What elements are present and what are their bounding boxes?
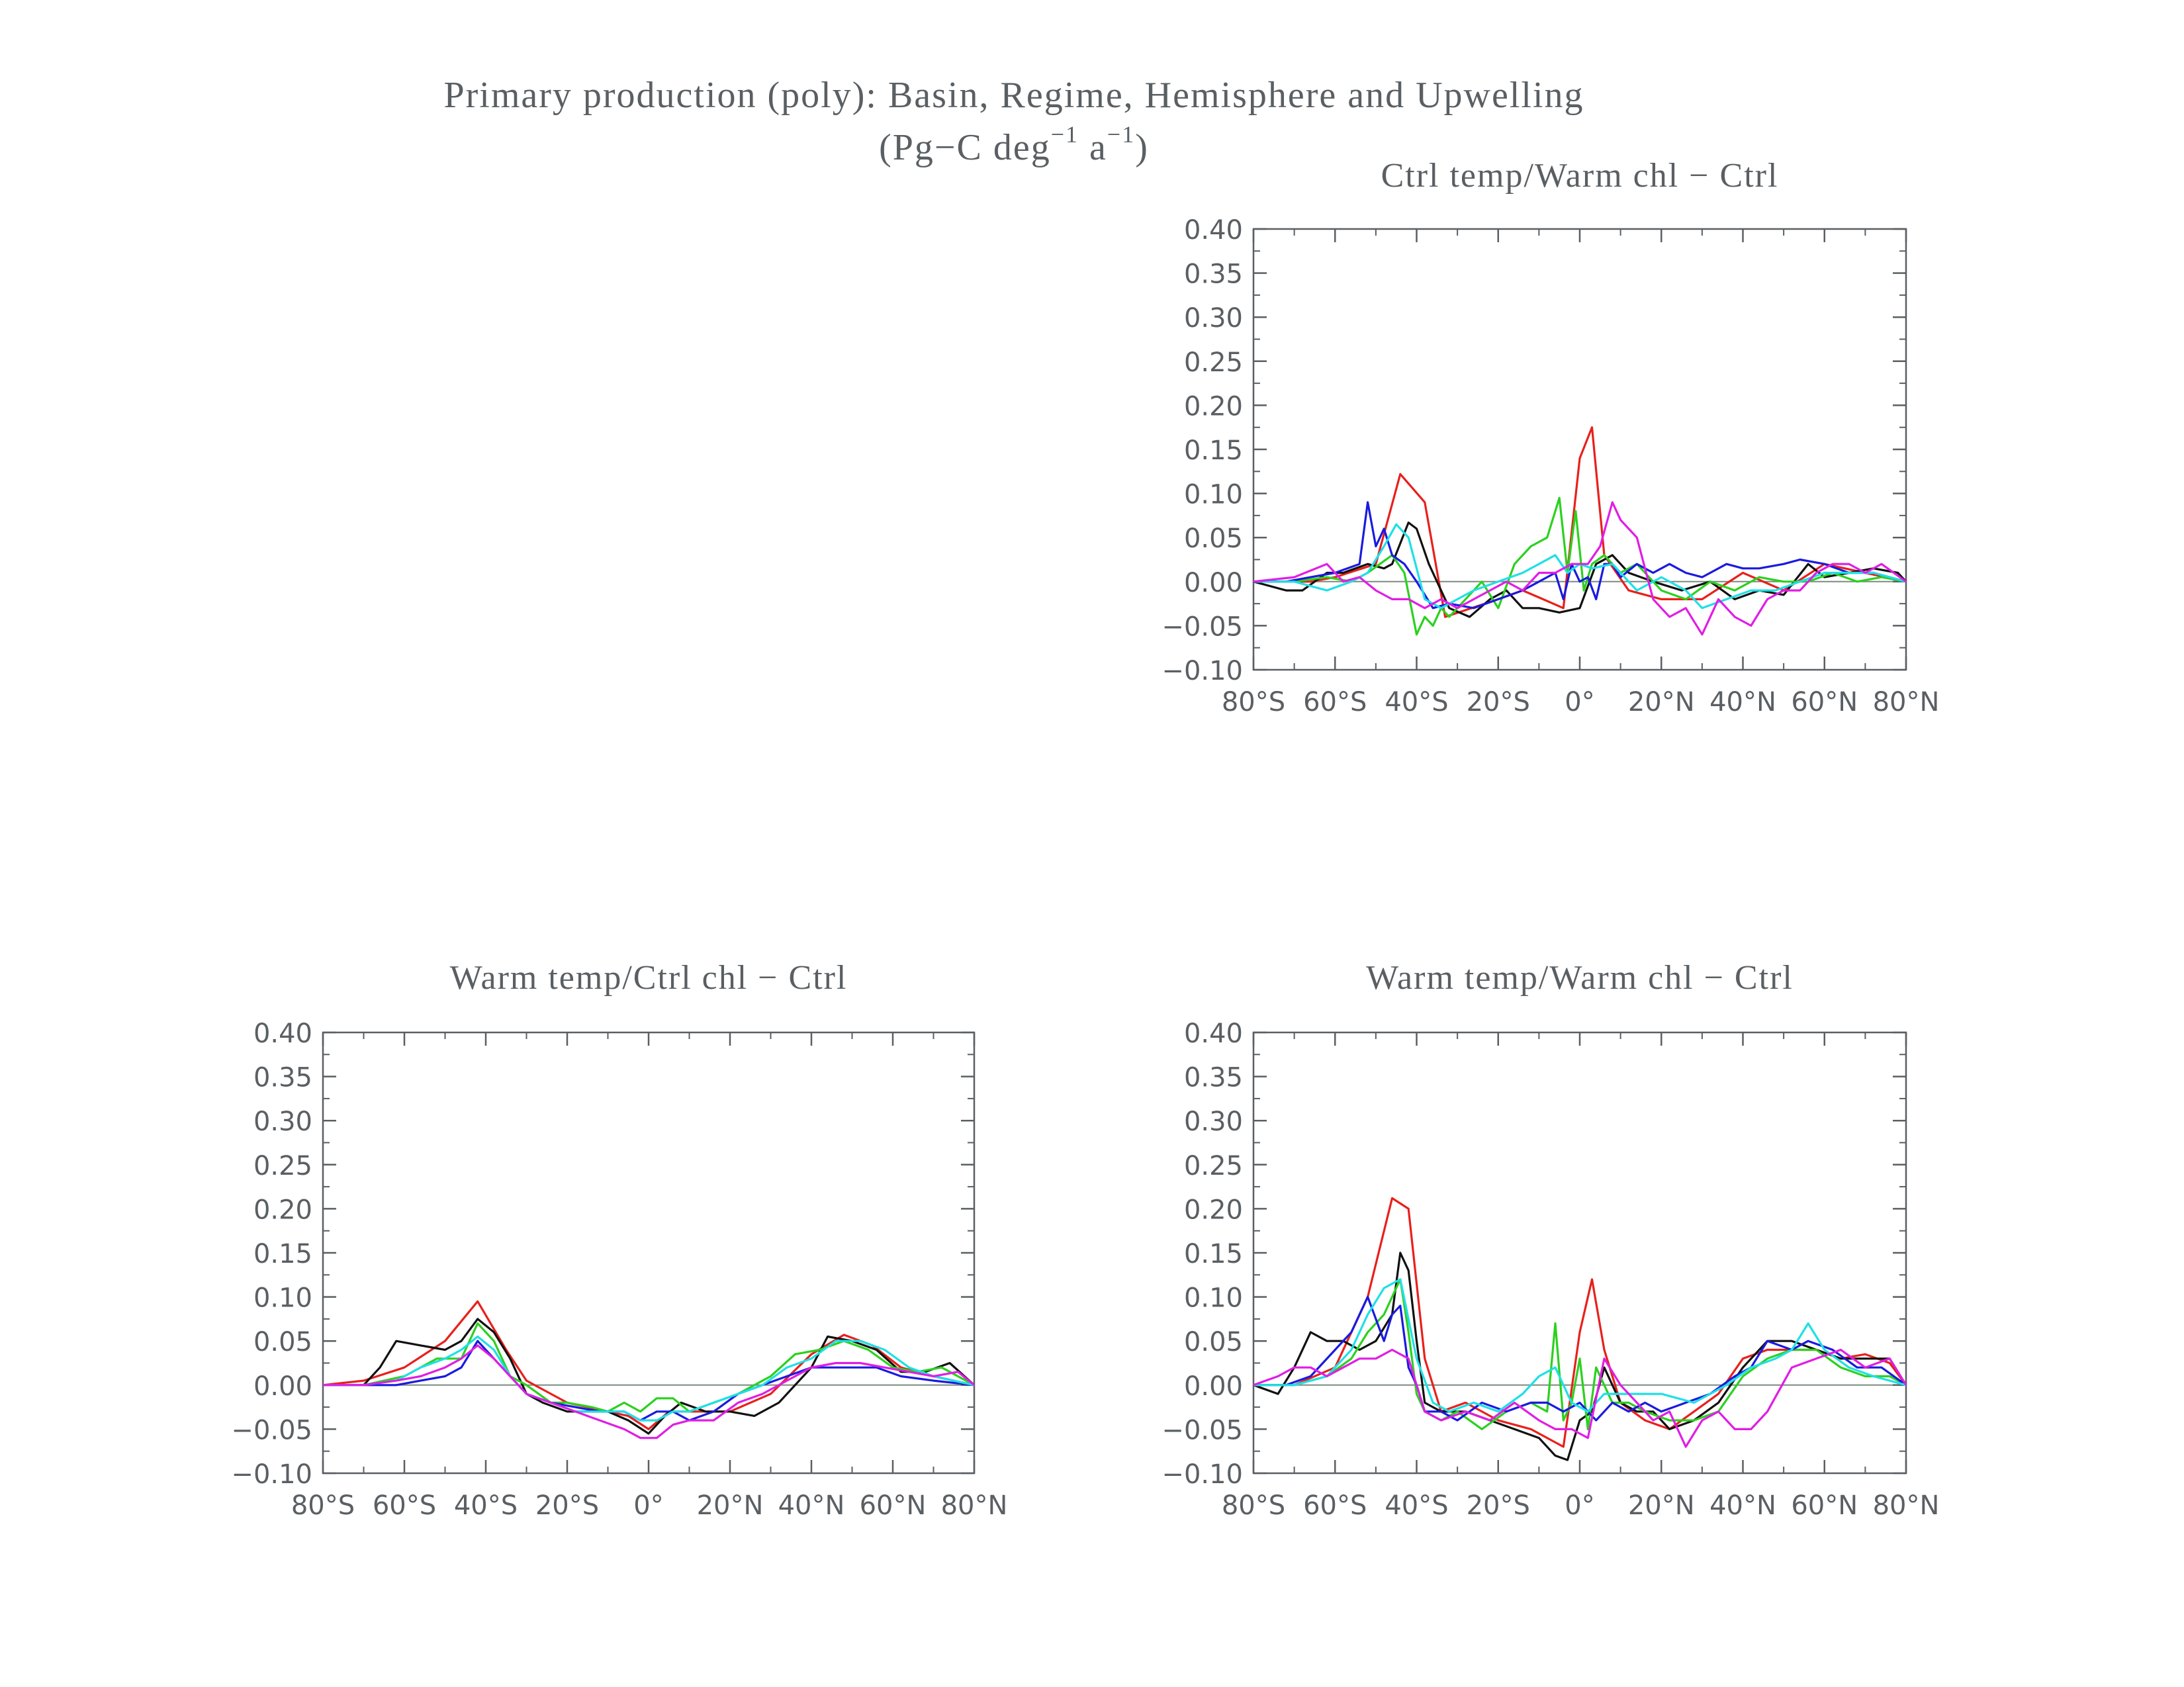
y-tick-label: 0.15 [1184, 1239, 1243, 1269]
series-line-5 [323, 1335, 975, 1422]
y-tick-label: 0.05 [1184, 1327, 1243, 1357]
series-line-1 [1253, 426, 1907, 618]
y-tick-label: 0.25 [1184, 347, 1243, 378]
x-tick-label: 40°N [1709, 687, 1776, 717]
series-line-4 [323, 1340, 975, 1422]
y-tick-label: 0.00 [1184, 568, 1243, 598]
series-line-2 [1253, 1252, 1907, 1461]
x-tick-label: 20°S [535, 1490, 599, 1521]
x-tick-label: 20°N [1628, 687, 1695, 717]
chart-title: Ctrl temp/Warm chl − Ctrl [1381, 157, 1779, 195]
series-line-6 [323, 1344, 976, 1439]
x-tick-label: 40°S [1385, 687, 1448, 717]
y-tick-label: 0.00 [1184, 1371, 1243, 1402]
series-line-6 [1253, 501, 1907, 636]
series-line-6 [1253, 1348, 1907, 1448]
y-tick-label: −0.10 [231, 1459, 312, 1490]
x-tick-label: 0° [633, 1490, 663, 1521]
chart-title: Warm temp/Ctrl chl − Ctrl [450, 959, 848, 997]
x-tick-label: 20°N [697, 1490, 764, 1521]
plot-frame [322, 1031, 976, 1475]
series-line-2 [1253, 521, 1907, 618]
series-line-5 [1253, 1278, 1907, 1413]
chart-panel-3: Warm temp/Warm chl − Ctrl 0.40 0.35 0.30 0.2… [1161, 959, 1939, 1521]
y-tick-label: 0.25 [253, 1151, 312, 1181]
y-tick-label: −0.05 [231, 1415, 312, 1445]
x-tick-label: 40°S [454, 1490, 518, 1521]
y-tick-label: 0.15 [253, 1239, 312, 1269]
x-tick-label: 60°N [1791, 1490, 1858, 1521]
x-tick-label: 80°S [1222, 687, 1285, 717]
y-tick-label: −0.05 [1161, 612, 1243, 642]
y-tick-label: 0.40 [253, 1019, 312, 1049]
series-line-3 [1253, 1278, 1907, 1430]
series-line-5 [1253, 523, 1907, 610]
y-tick-label: 0.20 [1184, 1195, 1243, 1225]
x-tick-label: 80°S [291, 1490, 355, 1521]
y-tick-label: 0.35 [1184, 259, 1243, 290]
y-tick-label: 0.20 [1184, 391, 1243, 422]
y-tick-label: 0.20 [253, 1195, 312, 1225]
y-tick-label: 0.40 [1184, 215, 1243, 246]
y-tick-label: 0.10 [253, 1283, 312, 1314]
chart-panel-2: Warm temp/Ctrl chl − Ctrl 0.40 0.35 0.30 0.2… [231, 959, 1007, 1521]
units-suffix: ) [1135, 127, 1149, 168]
x-tick-label: 60°N [1791, 687, 1858, 717]
chart-panel-1: Ctrl temp/Warm chl − Ctrl 0.40 0.35 0.30 0.2… [1161, 157, 1939, 717]
y-tick-label: 0.35 [1184, 1063, 1243, 1093]
x-tick-label: 0° [1565, 1490, 1594, 1521]
y-tick-label: 0.05 [253, 1327, 312, 1357]
y-tick-label: 0.05 [1184, 524, 1243, 554]
y-tick-label: 0.30 [1184, 303, 1243, 334]
units-prefix: (Pg−C deg [879, 127, 1051, 168]
y-tick-label: 0.40 [1184, 1019, 1243, 1049]
y-tick-label: 0.30 [253, 1107, 312, 1137]
x-tick-label: 20°N [1628, 1490, 1695, 1521]
y-tick-label: −0.10 [1161, 1459, 1243, 1490]
units-exponent-1: −1 [1050, 121, 1079, 148]
y-tick-label: −0.10 [1161, 656, 1243, 686]
x-tick-label: 60°S [1303, 1490, 1367, 1521]
y-tick-label: 0.10 [1184, 480, 1243, 510]
series-line-4 [1253, 501, 1907, 610]
x-tick-label: 80°N [1873, 1490, 1940, 1521]
chart-title: Warm temp/Warm chl − Ctrl [1366, 959, 1794, 997]
series-line-4 [1253, 1295, 1907, 1422]
x-tick-label: 20°S [1467, 1490, 1530, 1521]
y-tick-label: 0.25 [1184, 1151, 1243, 1181]
x-tick-label: 60°S [1303, 687, 1367, 717]
figure-units: (Pg−C deg−1 a−1) [0, 120, 2106, 169]
units-exponent-2: −1 [1107, 121, 1136, 148]
units-mid: a [1079, 127, 1107, 168]
plot-frame [1252, 228, 1907, 671]
y-tick-label: 0.30 [1184, 1107, 1243, 1137]
x-tick-label: 80°N [941, 1490, 1008, 1521]
x-tick-label: 80°S [1222, 1490, 1285, 1521]
x-tick-label: 40°N [1709, 1490, 1776, 1521]
x-tick-label: 80°N [1873, 687, 1940, 717]
y-tick-label: −0.05 [1161, 1415, 1243, 1445]
figure-title: Primary production (poly): Basin, Regime… [443, 75, 1584, 116]
series-line-3 [323, 1322, 975, 1413]
x-tick-label: 60°S [373, 1490, 436, 1521]
x-tick-label: 20°S [1467, 687, 1530, 717]
x-tick-label: 0° [1565, 687, 1594, 717]
y-tick-label: 0.10 [1184, 1283, 1243, 1314]
x-tick-label: 40°S [1385, 1490, 1448, 1521]
y-tick-label: 0.35 [253, 1063, 312, 1093]
y-tick-label: 0.00 [253, 1371, 312, 1402]
x-tick-label: 60°N [860, 1490, 927, 1521]
y-tick-label: 0.15 [1184, 435, 1243, 466]
figure-header: Primary production (poly): Basin, Regime… [0, 0, 2184, 172]
x-tick-label: 40°N [778, 1490, 845, 1521]
series-line-3 [1253, 496, 1907, 636]
